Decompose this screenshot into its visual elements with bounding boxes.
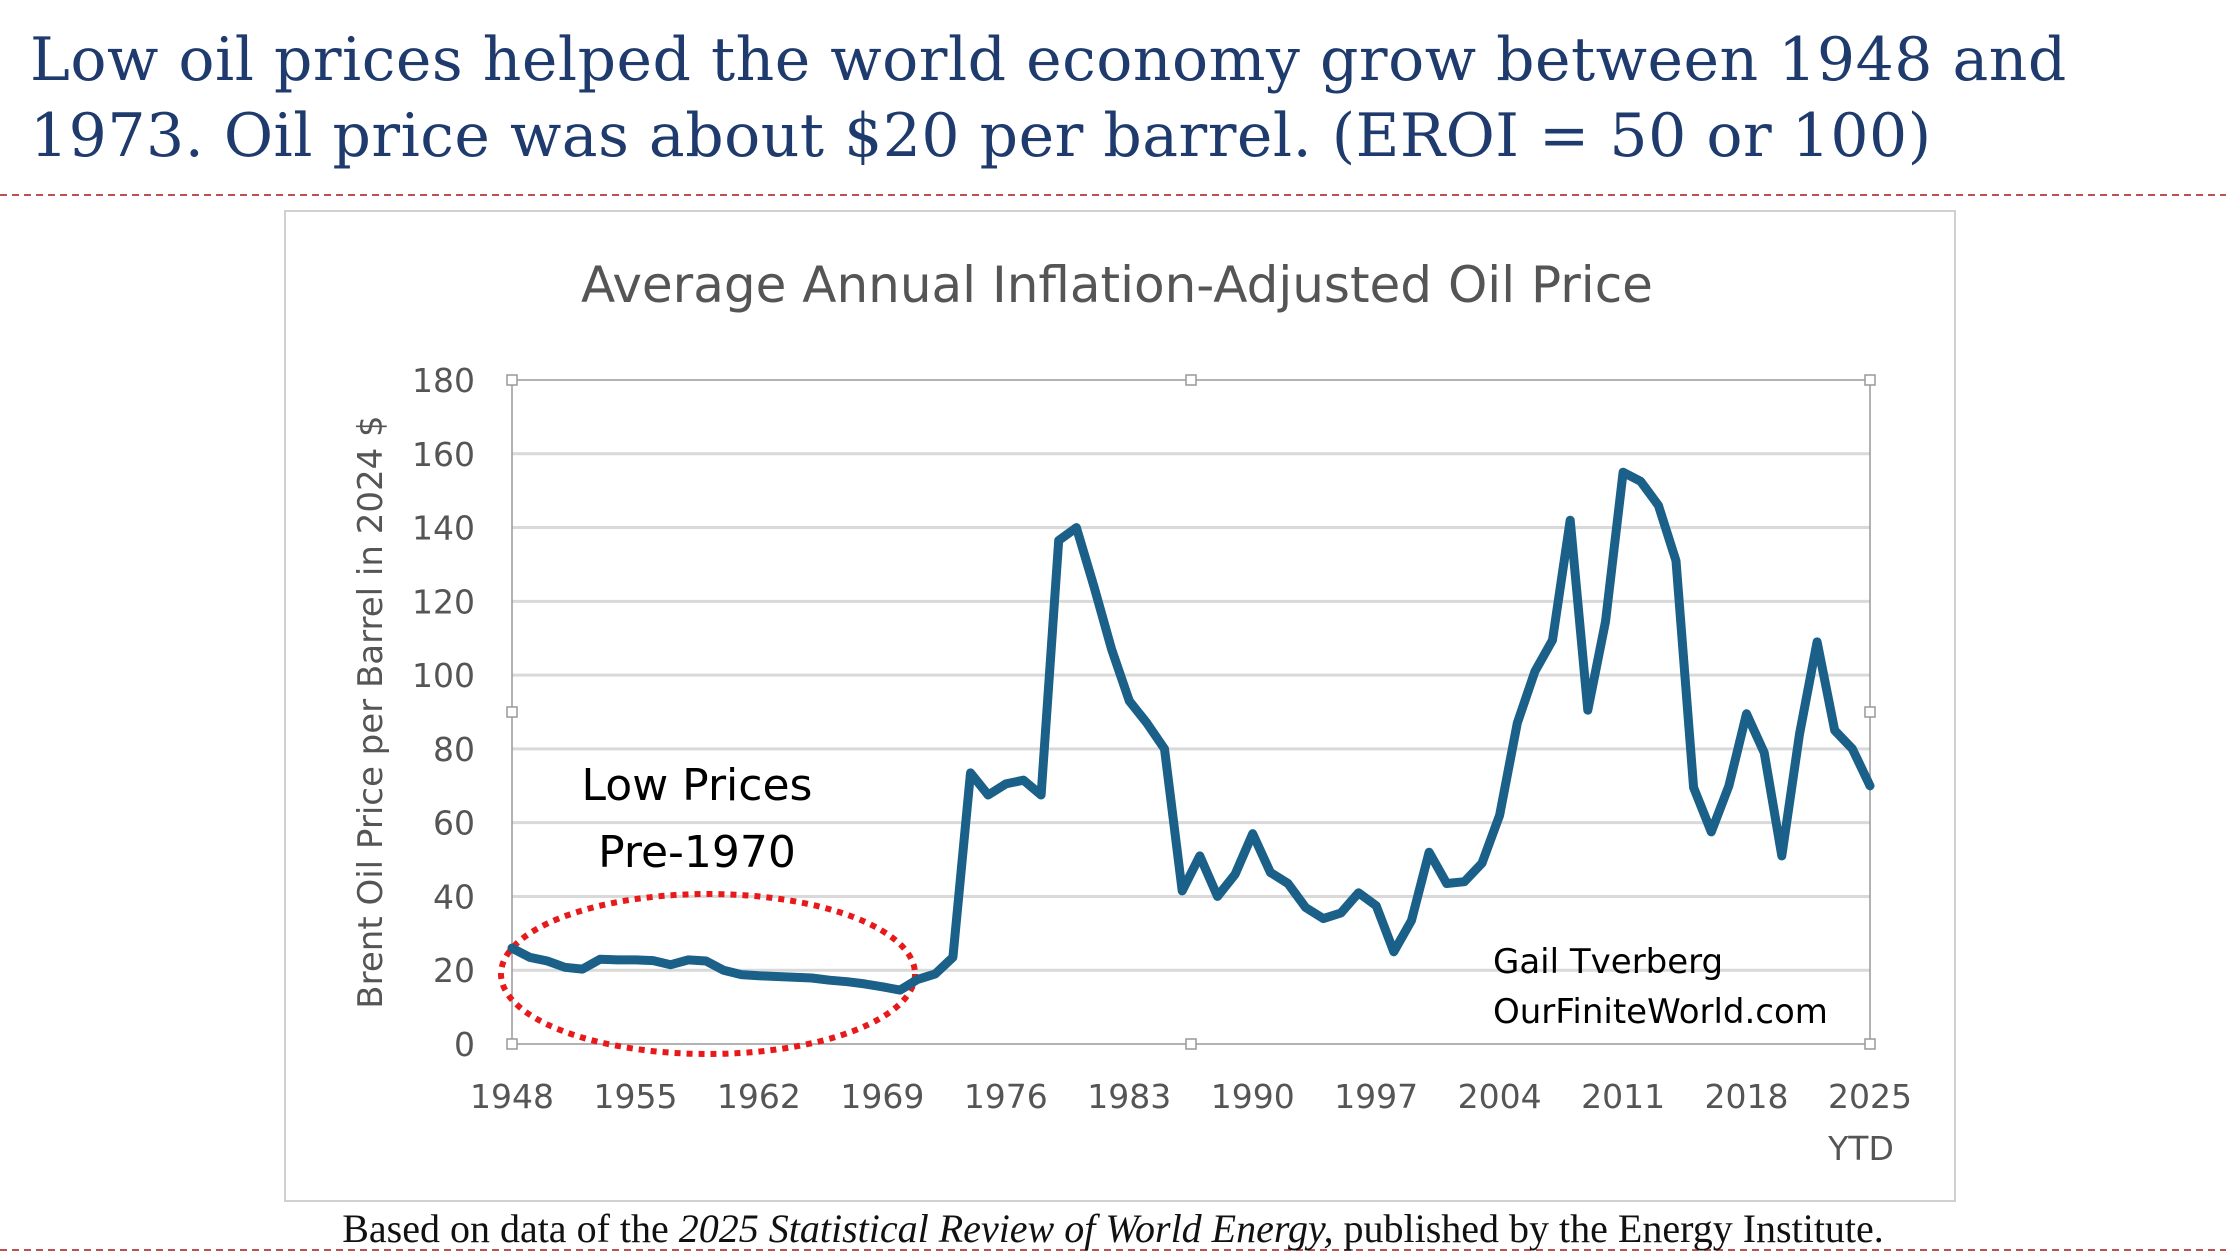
resize-handle[interactable]: [1864, 374, 1876, 386]
x-tick-label: 1976: [964, 1077, 1048, 1116]
resize-handle[interactable]: [506, 706, 518, 718]
chart-frame: [284, 210, 1956, 1202]
annotation-pre-1970: Pre-1970: [598, 827, 796, 878]
x-tick-label: 1969: [840, 1077, 924, 1116]
annotation-author: Gail Tverberg: [1493, 942, 1723, 982]
y-tick-label: 120: [412, 582, 475, 621]
footer-pre: Based on data of the: [342, 1206, 679, 1251]
resize-handle[interactable]: [1185, 374, 1197, 386]
x-tick-label: 1990: [1211, 1077, 1295, 1116]
y-tick-label: 160: [412, 435, 475, 474]
oil-price-line: [507, 467, 1875, 995]
x-tick-label: 2025: [1828, 1077, 1912, 1116]
x-tick-label: 1955: [593, 1077, 677, 1116]
x-tick-label: 1948: [470, 1077, 554, 1116]
resize-handle[interactable]: [1864, 706, 1876, 718]
resize-handle[interactable]: [1864, 1038, 1876, 1050]
y-tick-label: 140: [412, 509, 475, 548]
x-tick-sub-ytd: YTD: [1827, 1129, 1894, 1168]
source-footer: Based on data of the 2025 Statistical Re…: [0, 1205, 2226, 1252]
x-tick-label: 1997: [1334, 1077, 1418, 1116]
annotation-low-prices: Low Prices: [582, 760, 813, 811]
slide-title-line-2: 1973. Oil price was about $20 per barrel…: [30, 101, 1932, 171]
footer-post: published by the Energy Institute.: [1333, 1206, 1884, 1251]
x-tick-label: 2018: [1705, 1077, 1789, 1116]
slide-title-line-1: Low oil prices helped the world economy …: [30, 25, 2067, 95]
resize-handle[interactable]: [506, 1038, 518, 1050]
x-tick-label: 2004: [1458, 1077, 1542, 1116]
y-tick-label: 40: [433, 877, 475, 916]
footer-source-title: 2025 Statistical Review of World Energy,: [678, 1206, 1334, 1251]
x-tick-label: 2011: [1581, 1077, 1665, 1116]
y-tick-label: 100: [412, 656, 475, 695]
y-tick-label: 80: [433, 730, 475, 769]
y-tick-label: 180: [412, 361, 475, 400]
low-prices-ellipse: [498, 891, 918, 1057]
y-tick-label: 20: [433, 951, 475, 990]
x-tick-label: 1983: [1087, 1077, 1171, 1116]
x-tick-label: 1962: [717, 1077, 801, 1116]
resize-handle[interactable]: [1185, 1038, 1197, 1050]
y-tick-label: 0: [454, 1025, 475, 1064]
y-axis-label: Brent Oil Price per Barrel in 2024 $: [351, 415, 391, 1008]
annotation-website: OurFiniteWorld.com: [1493, 992, 1828, 1032]
slide-title: Low oil prices helped the world economy …: [30, 22, 2210, 174]
y-tick-label: 60: [433, 804, 475, 843]
chart-title: Average Annual Inflation-Adjusted Oil Pr…: [581, 256, 1653, 314]
resize-handle[interactable]: [506, 374, 518, 386]
